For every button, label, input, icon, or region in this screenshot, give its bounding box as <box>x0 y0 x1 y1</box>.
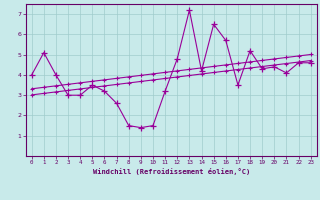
X-axis label: Windchill (Refroidissement éolien,°C): Windchill (Refroidissement éolien,°C) <box>92 168 250 175</box>
